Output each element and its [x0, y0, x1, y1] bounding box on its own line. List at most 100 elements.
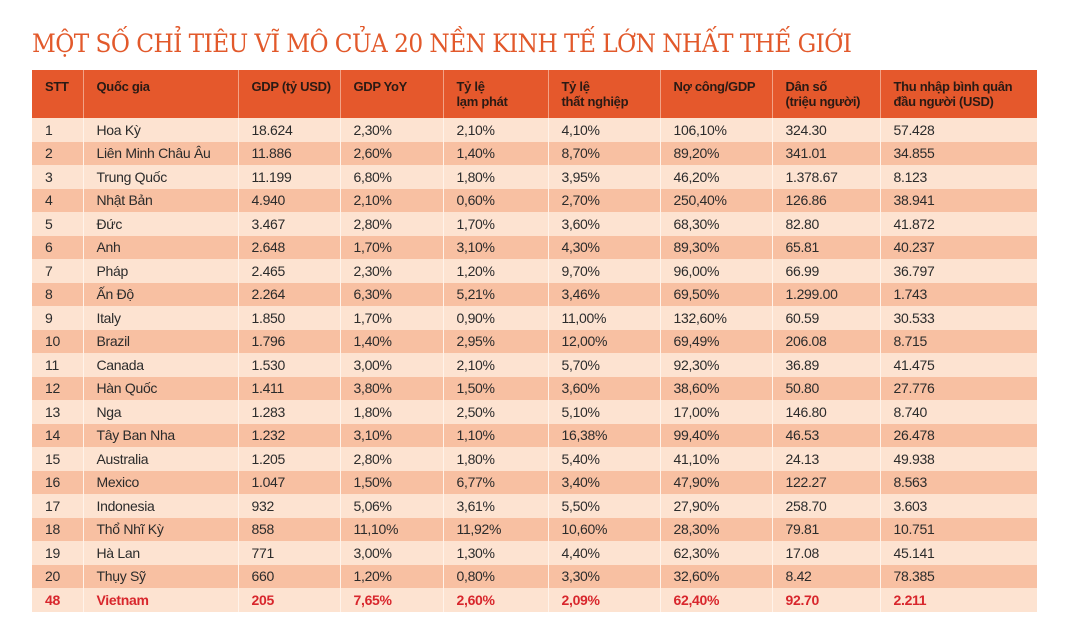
cell-unemployment: 5,40% — [547, 447, 660, 471]
cell-gdp: 11.886 — [237, 141, 340, 165]
cell-unemployment: 3,40% — [547, 470, 660, 494]
cell-income-per-capita: 57.428 — [879, 118, 1037, 142]
cell-country: Trung Quốc — [82, 165, 238, 189]
cell-inflation: 11,92% — [442, 517, 548, 541]
column-header-line2: đầu người (USD) — [893, 94, 994, 109]
cell-unemployment: 5,70% — [547, 353, 660, 377]
cell-gdp: 205 — [237, 588, 340, 612]
cell-inflation: 1,10% — [442, 423, 548, 447]
cell-stt: 7 — [32, 259, 83, 283]
cell-income-per-capita: 26.478 — [879, 423, 1037, 447]
cell-income-per-capita: 41.475 — [879, 353, 1037, 377]
cell-stt: 17 — [32, 494, 83, 518]
cell-unemployment: 4,30% — [547, 235, 660, 259]
cell-country: Đức — [82, 212, 238, 236]
cell-inflation: 6,77% — [442, 470, 548, 494]
column-header-gdp: GDP (tỷ USD) — [237, 70, 340, 118]
table-row: 2 Liên Minh Châu Âu 11.886 2,60% 1,40% 8,70% 8… — [32, 141, 1037, 165]
cell-population: 24.13 — [771, 447, 880, 471]
cell-population: 79.81 — [771, 517, 880, 541]
cell-gdp-yoy: 2,30% — [339, 118, 443, 142]
cell-gdp-yoy: 6,80% — [339, 165, 443, 189]
cell-population: 324.30 — [771, 118, 880, 142]
cell-population: 17.08 — [771, 541, 880, 565]
column-header-population: Dân số (triệu người) — [771, 70, 880, 118]
column-header-line2: lạm phát — [456, 94, 508, 109]
cell-income-per-capita: 36.797 — [879, 259, 1037, 283]
cell-stt: 20 — [32, 564, 83, 588]
cell-stt: 1 — [32, 118, 83, 142]
cell-income-per-capita: 8.563 — [879, 470, 1037, 494]
table-row: 9 Italy 1.850 1,70% 0,90% 11,00% 132,60% 60.59 3… — [32, 306, 1037, 330]
cell-gdp: 1.796 — [237, 329, 340, 353]
cell-unemployment: 9,70% — [547, 259, 660, 283]
cell-country: Mexico — [82, 470, 238, 494]
cell-public-debt: 41,10% — [659, 447, 772, 471]
cell-population: 82.80 — [771, 212, 880, 236]
cell-public-debt: 62,40% — [659, 588, 772, 612]
cell-gdp: 1.047 — [237, 470, 340, 494]
cell-income-per-capita: 3.603 — [879, 494, 1037, 518]
cell-country: Thụy Sỹ — [82, 564, 238, 588]
table-row: 14 Tây Ban Nha 1.232 3,10% 1,10% 16,38% 99,40%… — [32, 423, 1037, 447]
cell-gdp-yoy: 1,70% — [339, 306, 443, 330]
table-row: 15 Australia 1.205 2,80% 1,80% 5,40% 41,10% 24.… — [32, 447, 1037, 471]
cell-public-debt: 28,30% — [659, 517, 772, 541]
cell-unemployment: 5,50% — [547, 494, 660, 518]
table-body: 1 Hoa Kỳ 18.624 2,30% 2,10% 4,10% 106,10% 324.3… — [32, 118, 1037, 612]
cell-population: 65.81 — [771, 235, 880, 259]
cell-inflation: 2,60% — [442, 588, 548, 612]
cell-income-per-capita: 8.715 — [879, 329, 1037, 353]
cell-gdp: 1.205 — [237, 447, 340, 471]
cell-gdp: 2.264 — [237, 282, 340, 306]
cell-stt: 2 — [32, 141, 83, 165]
cell-gdp-yoy: 1,20% — [339, 564, 443, 588]
cell-population: 206.08 — [771, 329, 880, 353]
cell-population: 126.86 — [771, 188, 880, 212]
cell-gdp-yoy: 2,60% — [339, 141, 443, 165]
table-row: 5 Đức 3.467 2,80% 1,70% 3,60% 68,30% 82.80 41.87… — [32, 212, 1037, 236]
cell-population: 60.59 — [771, 306, 880, 330]
column-header-inflation: Tỷ lệ lạm phát — [442, 70, 548, 118]
column-header-line1: Tỷ lệ — [561, 79, 590, 94]
cell-unemployment: 4,40% — [547, 541, 660, 565]
cell-population: 258.70 — [771, 494, 880, 518]
cell-country: Canada — [82, 353, 238, 377]
cell-country: Liên Minh Châu Âu — [82, 141, 238, 165]
table-row: 11 Canada 1.530 3,00% 2,10% 5,70% 92,30% 36.89 4… — [32, 353, 1037, 377]
table-row: 4 Nhật Bản 4.940 2,10% 0,60% 2,70% 250,40% 126.… — [32, 188, 1037, 212]
cell-stt: 10 — [32, 329, 83, 353]
cell-gdp: 660 — [237, 564, 340, 588]
cell-country: Nga — [82, 400, 238, 424]
table-row: 10 Brazil 1.796 1,40% 2,95% 12,00% 69,49% 206.0… — [32, 329, 1037, 353]
cell-population: 341.01 — [771, 141, 880, 165]
cell-population: 146.80 — [771, 400, 880, 424]
cell-public-debt: 99,40% — [659, 423, 772, 447]
column-header-line1: Thu nhập bình quân — [893, 79, 1013, 94]
cell-country: Vietnam — [82, 588, 238, 612]
cell-inflation: 1,30% — [442, 541, 548, 565]
cell-income-per-capita: 8.123 — [879, 165, 1037, 189]
cell-income-per-capita: 78.385 — [879, 564, 1037, 588]
cell-public-debt: 17,00% — [659, 400, 772, 424]
cell-public-debt: 62,30% — [659, 541, 772, 565]
table-row: 17 Indonesia 932 5,06% 3,61% 5,50% 27,90% 258.7… — [32, 494, 1037, 518]
cell-inflation: 2,10% — [442, 353, 548, 377]
cell-stt: 15 — [32, 447, 83, 471]
column-header-line1: STT — [45, 79, 69, 94]
cell-country: Hàn Quốc — [82, 376, 238, 400]
column-header-unemployment: Tỷ lệ thất nghiệp — [547, 70, 660, 118]
cell-inflation: 1,50% — [442, 376, 548, 400]
cell-population: 8.42 — [771, 564, 880, 588]
cell-income-per-capita: 41.872 — [879, 212, 1037, 236]
cell-population: 1.299.00 — [771, 282, 880, 306]
cell-gdp-yoy: 2,30% — [339, 259, 443, 283]
column-header-public-debt: Nợ công/GDP — [659, 70, 772, 118]
cell-inflation: 1,80% — [442, 447, 548, 471]
cell-income-per-capita: 45.141 — [879, 541, 1037, 565]
cell-gdp: 3.467 — [237, 212, 340, 236]
cell-inflation: 1,70% — [442, 212, 548, 236]
cell-gdp-yoy: 3,00% — [339, 541, 443, 565]
column-header-line1: GDP (tỷ USD) — [251, 79, 332, 94]
cell-gdp: 4.940 — [237, 188, 340, 212]
